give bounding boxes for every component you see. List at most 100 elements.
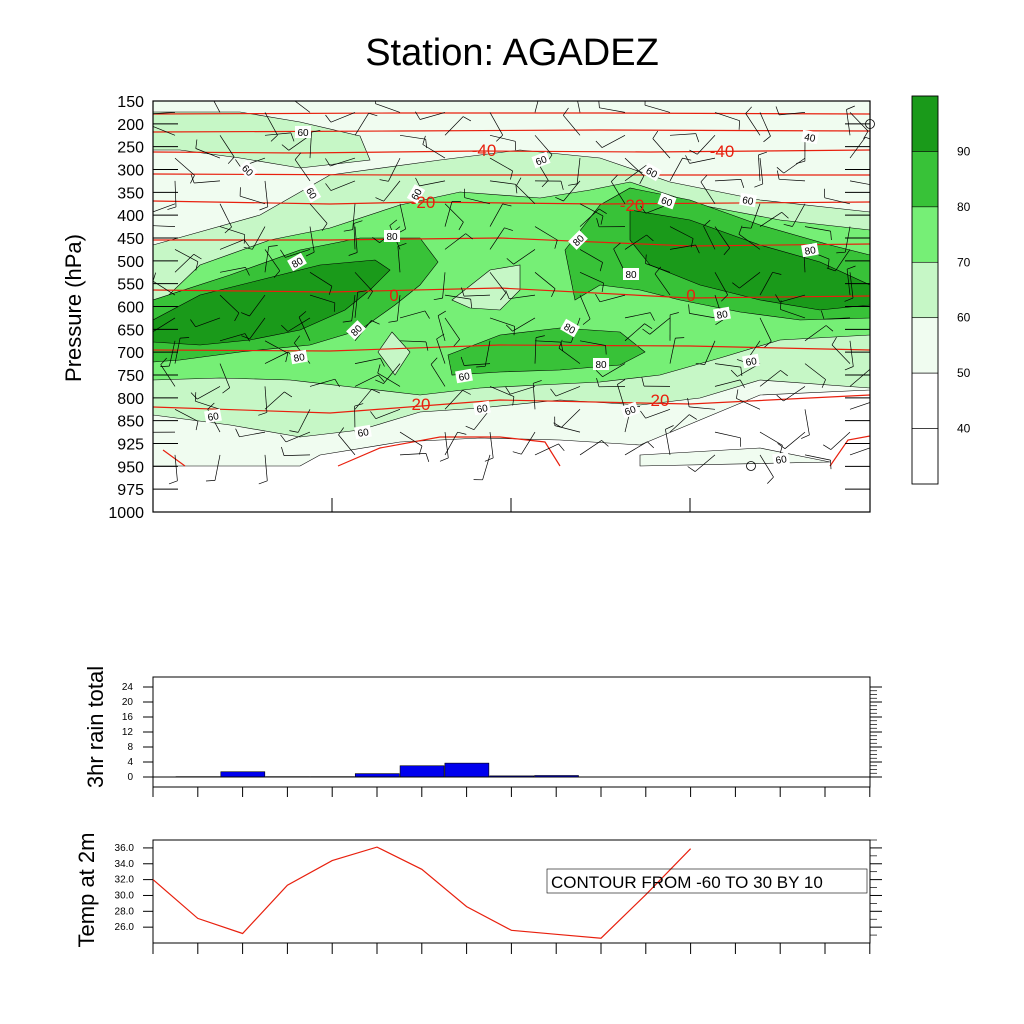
wind-barb-flag [368, 112, 378, 117]
wind-barb-flag [273, 270, 281, 278]
wind-barb-shaft [602, 363, 626, 378]
wind-barb-shaft [239, 431, 266, 438]
wind-barb-shaft [375, 408, 401, 420]
wind-barb-flag [190, 319, 196, 328]
wind-barb-flag [595, 293, 601, 302]
wind-barb-shaft [849, 180, 870, 185]
wind-barb-flag [775, 294, 781, 303]
wind-barb-shaft [309, 378, 336, 387]
wind-barb-shaft [430, 364, 446, 387]
wind-barb-flag [151, 117, 152, 126]
wind-barb-shaft [739, 272, 761, 289]
wind-barb-flag [595, 370, 603, 377]
wind-barb-shaft [804, 226, 831, 232]
rh-contour-label-text: 80 [290, 256, 306, 271]
wind-barb-flag [439, 457, 449, 462]
rh-contour-label-bg [801, 242, 819, 258]
wind-barb-flag [821, 379, 826, 388]
colorbar-box [911, 428, 939, 485]
wind-barb-flag [377, 364, 381, 374]
wind-barb-shaft [669, 244, 696, 250]
wind-barb-shaft [377, 372, 401, 387]
wind-barb-flag [562, 341, 572, 343]
wind-barb-flag [740, 179, 745, 189]
wind-barb-shaft [714, 363, 741, 368]
wind-barb-flag [703, 219, 711, 227]
colorbar-box [911, 317, 939, 374]
wind-barb-shaft [264, 391, 285, 410]
rh-contour-label-bg [713, 306, 731, 322]
wind-barb-flag [613, 242, 621, 250]
rain-tick-label: 4 [127, 757, 133, 768]
wind-barb-flag [739, 379, 745, 388]
wind-barb-flag [281, 144, 290, 151]
wind-barb-flag [715, 319, 724, 325]
temperature-contour-line [153, 149, 870, 154]
wind-barb-flag [827, 259, 830, 269]
wind-barb-flag [338, 427, 344, 436]
wind-barb-shaft [174, 180, 177, 207]
wind-barb-shaft [759, 158, 764, 184]
wind-barb-shaft [579, 440, 602, 456]
temperature-contour-line [153, 112, 870, 115]
rh-contour-label: 60 [302, 183, 322, 203]
wind-barb-shaft [219, 239, 245, 250]
wind-barb-shaft [444, 390, 463, 410]
wind-barb-flag [268, 245, 278, 247]
wind-barb-flag [647, 441, 655, 449]
wind-barb-flag [515, 184, 518, 194]
wind-barb-shaft [835, 249, 851, 272]
wind-barb-flag [235, 428, 240, 437]
wind-barb-flag [670, 312, 679, 316]
wind-barb-shaft [252, 226, 266, 250]
wind-barb-flag [348, 252, 358, 256]
wind-barb-flag [207, 402, 215, 410]
pressure-tick-label: 200 [117, 117, 144, 134]
rh-contour-label-bg [568, 230, 588, 250]
wind-barb-shaft [669, 133, 696, 136]
rh-contour-label: 60 [739, 192, 757, 208]
wind-barb-shaft [489, 203, 503, 227]
wind-barb-flag [505, 290, 510, 299]
wind-barb-shaft [489, 112, 504, 136]
rh-contour-label: 60 [354, 424, 372, 440]
wind-barb-shaft [489, 180, 516, 185]
wind-barb-shaft [645, 263, 671, 273]
wind-barb-flag [433, 297, 443, 301]
wind-barb-shaft [309, 132, 312, 159]
wind-barb-shaft [759, 212, 782, 227]
wind-barb-flag [599, 262, 603, 272]
pressure-tick-label: 600 [117, 300, 144, 317]
wind-barb-flag [245, 267, 250, 276]
wind-barb-flag [343, 229, 353, 232]
wind-barb-shaft [554, 425, 581, 433]
wind-barb-flag [190, 392, 198, 400]
wind-barb-flag [642, 328, 651, 335]
wind-barb-shaft [750, 203, 761, 229]
wind-barb-flag [767, 476, 774, 484]
temperature-contour-line [153, 344, 870, 352]
wind-barb-shaft [830, 431, 851, 450]
rh-contour-label: 60 [772, 451, 790, 467]
wind-barb-flag [389, 219, 398, 226]
wind-barb-flag [875, 446, 880, 453]
wind-barb-flag [558, 443, 565, 452]
wind-barb-flag [505, 386, 511, 395]
wind-barb-flag [258, 412, 268, 416]
colorbar-box [911, 151, 939, 208]
wind-barb-shaft [264, 351, 289, 364]
wind-barb-shaft [579, 203, 604, 217]
wind-barb-flag [611, 174, 618, 182]
wind-barb-flag [754, 183, 763, 188]
wind-barb-shaft [759, 454, 774, 478]
rain-axis: 0 4 8 12 16 20 24 [122, 682, 882, 797]
time-axis [152, 498, 871, 512]
wind-barb-flag [582, 318, 591, 325]
wind-barb-flag [601, 440, 609, 447]
wind-barb-shaft [219, 135, 235, 158]
wind-barb-shaft [714, 112, 740, 122]
wind-barb-shaft [579, 340, 606, 346]
wind-barb-shaft [399, 431, 423, 447]
wind-barb-shaft [287, 317, 311, 332]
